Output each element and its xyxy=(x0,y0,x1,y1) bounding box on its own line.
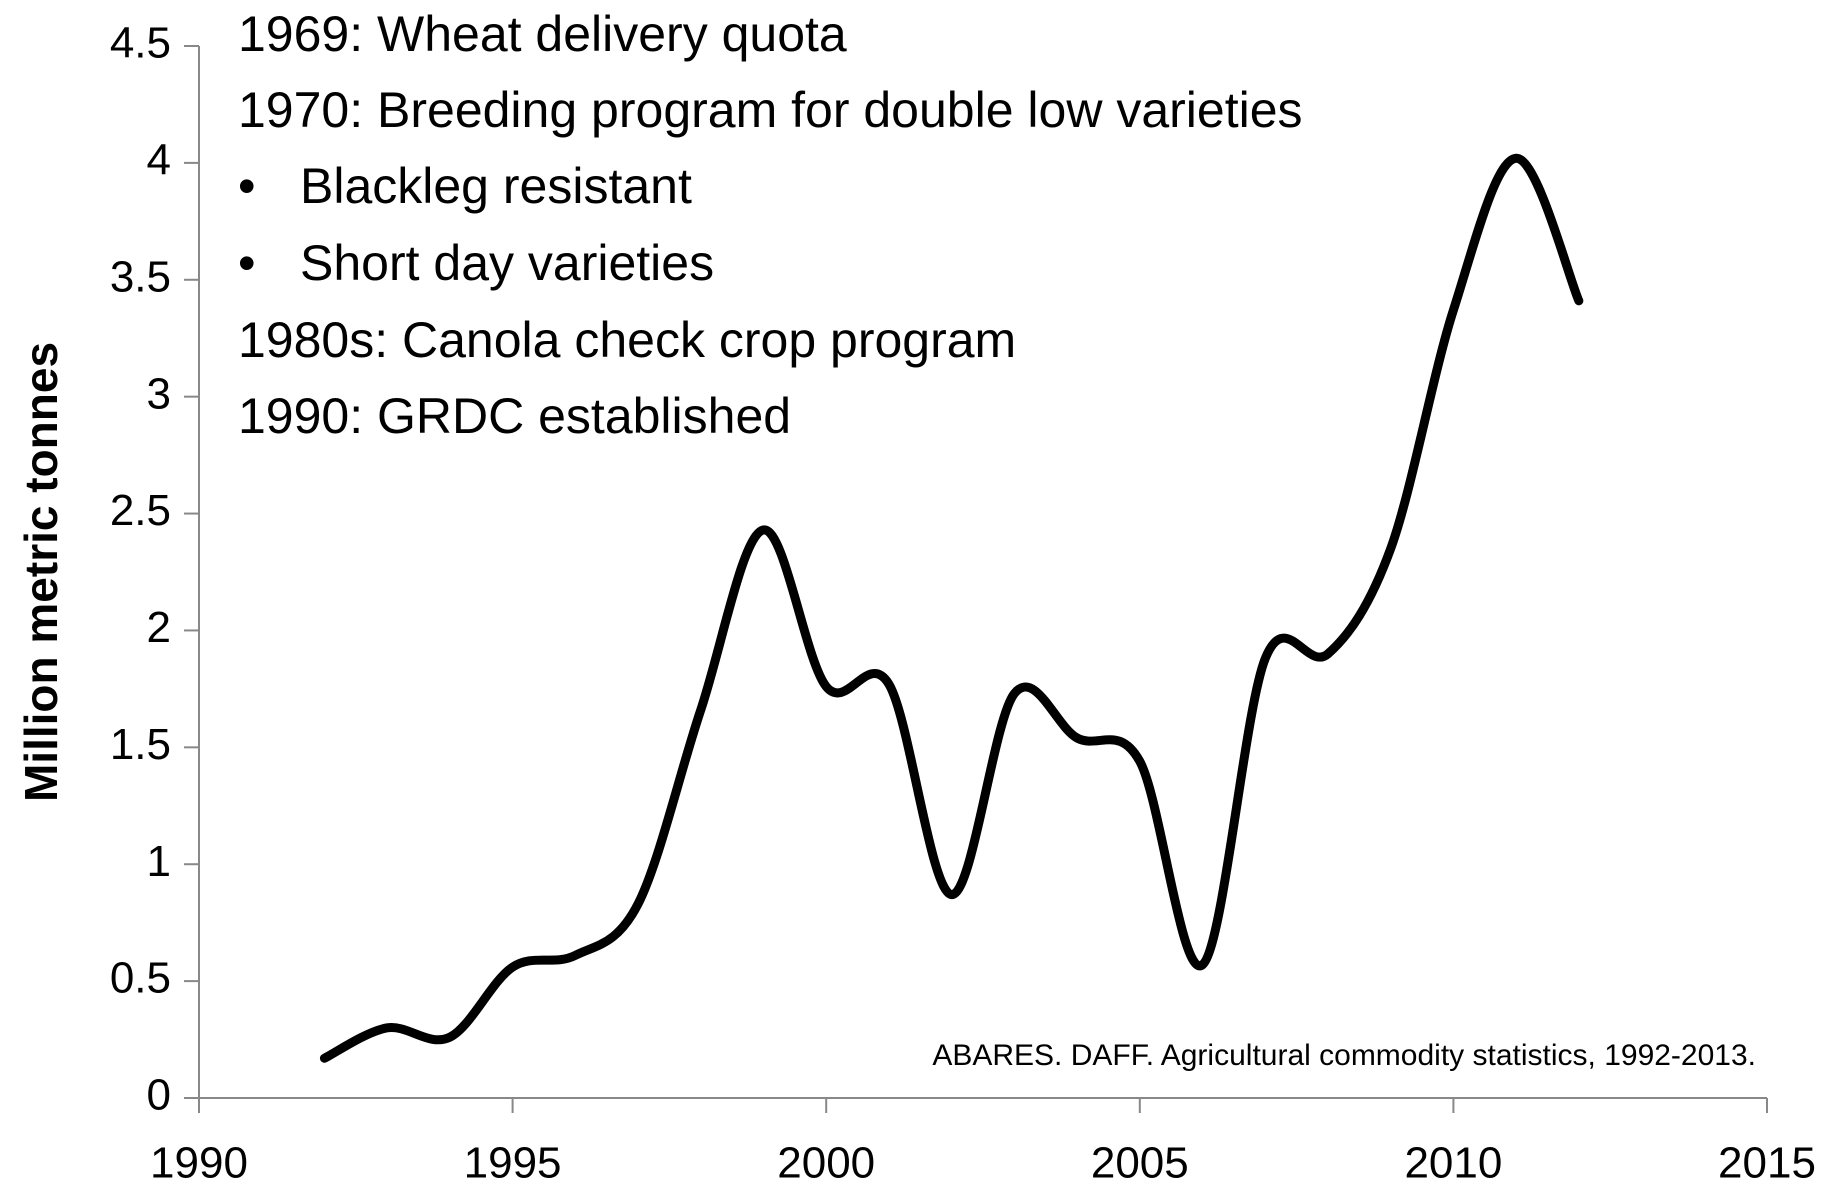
y-tick-label: 1 xyxy=(147,837,171,886)
y-tick-label: 3.5 xyxy=(110,252,171,301)
x-tick-label: 2000 xyxy=(777,1139,875,1188)
y-axis-label: Million metric tonnes xyxy=(15,342,67,802)
y-tick-label: 2 xyxy=(147,603,171,652)
x-tick-label: 1990 xyxy=(150,1139,248,1188)
annotation: Blackleg resistant xyxy=(300,158,692,214)
y-tick-label: 1.5 xyxy=(110,720,171,769)
bullet: • xyxy=(238,235,256,291)
bullet: • xyxy=(238,158,256,214)
x-tick-label: 2010 xyxy=(1404,1139,1502,1188)
x-tick-label: 2005 xyxy=(1091,1139,1189,1188)
y-tick-label: 4 xyxy=(147,136,171,185)
annotation: Short day varieties xyxy=(300,235,714,291)
x-tick-label: 1995 xyxy=(464,1139,562,1188)
source-note: ABARES. DAFF. Agricultural commodity sta… xyxy=(932,1039,1756,1072)
line-series xyxy=(319,153,1584,1063)
y-tick-label: 3 xyxy=(147,369,171,418)
annotation: 1970: Breeding program for double low va… xyxy=(238,82,1303,138)
annotation: 1969: Wheat delivery quota xyxy=(238,6,847,62)
y-tick-label: 0 xyxy=(147,1071,171,1120)
x-tick-label: 2015 xyxy=(1718,1139,1816,1188)
y-tick-label: 0.5 xyxy=(110,954,171,1003)
annotation: 1990: GRDC established xyxy=(238,388,791,444)
y-tick-label: 4.5 xyxy=(110,19,171,68)
y-tick-label: 2.5 xyxy=(110,486,171,535)
annotation: 1980s: Canola check crop program xyxy=(238,312,1016,368)
